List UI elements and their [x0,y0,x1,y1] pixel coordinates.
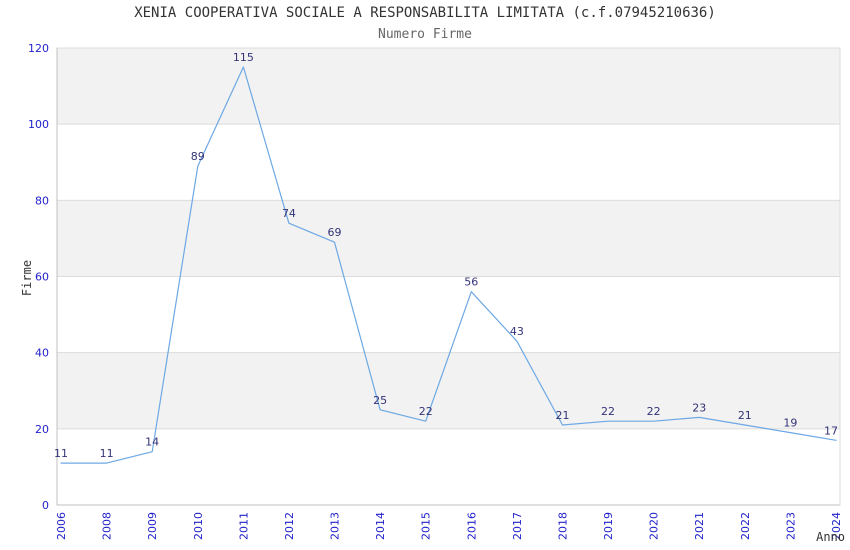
x-tick-label: 2020 [648,512,661,540]
data-point-label: 11 [54,447,68,460]
y-tick-label: 0 [42,499,49,512]
data-point-label: 22 [601,405,615,418]
data-point-label: 74 [282,207,296,220]
x-tick-label: 2017 [511,512,524,540]
data-point-label: 21 [738,409,752,422]
data-point-label: 115 [233,51,254,64]
chart-subtitle: Numero Firme [378,27,472,42]
x-tick-label: 2022 [739,512,752,540]
y-tick-label: 40 [35,347,49,360]
data-point-label: 14 [145,436,159,449]
y-axis-label: Firme [20,259,34,297]
data-point-label: 89 [191,150,205,163]
plot-band [57,48,840,125]
y-tick-label: 80 [35,194,49,207]
data-point-label: 69 [328,226,342,239]
y-tick-label: 20 [35,423,49,436]
x-tick-label: 2024 [830,512,843,540]
x-tick-label: 2009 [146,512,159,540]
plot-band [57,200,840,277]
x-tick-label: 2019 [602,512,615,540]
data-point-label: 11 [100,447,114,460]
data-point-label: 21 [555,409,569,422]
plot-band [57,276,840,353]
series-line [60,66,837,464]
x-tick-label: 2018 [556,512,569,540]
x-tick-label: 2011 [237,512,250,540]
data-point-label: 23 [692,401,706,414]
x-tick-label: 2014 [374,512,387,540]
y-tick-label: 60 [35,271,49,284]
x-tick-label: 2013 [329,512,342,540]
x-tick-label: 2023 [784,512,797,540]
x-tick-label: 2008 [101,512,114,540]
plot-band [57,124,840,201]
y-tick-label: 120 [28,42,49,55]
data-point-label: 19 [783,417,797,430]
y-tick-label: 100 [28,118,49,131]
plot-band [57,352,840,429]
x-tick-label: 2016 [465,512,478,540]
data-point-label: 25 [373,394,387,407]
x-tick-label: 2012 [283,512,296,540]
data-point-label: 43 [510,325,524,338]
data-point-label: 22 [419,405,433,418]
data-point-label: 17 [824,424,838,437]
data-point-label: 22 [647,405,661,418]
x-tick-label: 2021 [693,512,706,540]
x-axis-label: Anno [816,530,845,544]
x-tick-label: 2006 [55,512,68,540]
x-tick-label: 2015 [420,512,433,540]
chart-title: XENIA COOPERATIVA SOCIALE A RESPONSABILI… [134,5,716,21]
x-tick-label: 2010 [192,512,205,540]
data-point-label: 56 [464,276,478,289]
plot-band [57,428,840,505]
